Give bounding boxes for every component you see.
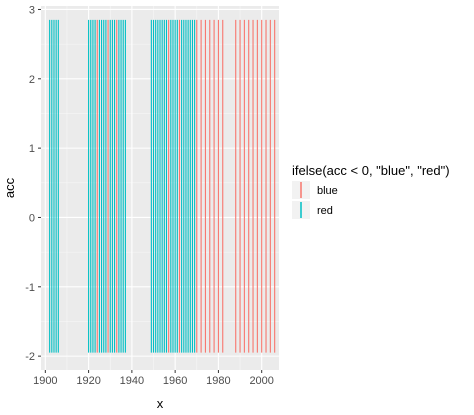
- y-tick-label: 0: [29, 212, 35, 224]
- x-tick-label: 1980: [206, 375, 230, 387]
- y-axis-title: acc: [2, 177, 17, 198]
- legend-label-red: red: [317, 205, 333, 217]
- x-tick-label: 1900: [33, 375, 57, 387]
- y-tick-label: 2: [29, 74, 35, 86]
- legend-title: ifelse(acc < 0, "blue", "red"): [292, 163, 450, 178]
- axes: 1900 1920 1940 1960 1980 2000 -2 -1 0 1 2 3: [25, 4, 274, 387]
- legend: ifelse(acc < 0, "blue", "red") blue red: [292, 163, 450, 219]
- x-tick-label: 1960: [163, 375, 187, 387]
- y-tick-label: 3: [29, 4, 35, 16]
- x-tick-label: 1940: [120, 375, 144, 387]
- x-axis-title: x: [157, 396, 164, 411]
- y-tick-label: -1: [25, 282, 35, 294]
- y-tick-label: -2: [25, 351, 35, 363]
- bars: [49, 19, 276, 353]
- x-tick-label: 2000: [249, 375, 273, 387]
- x-tick-label: 1920: [76, 375, 100, 387]
- legend-label-blue: blue: [317, 185, 338, 197]
- y-tick-label: 1: [29, 143, 35, 155]
